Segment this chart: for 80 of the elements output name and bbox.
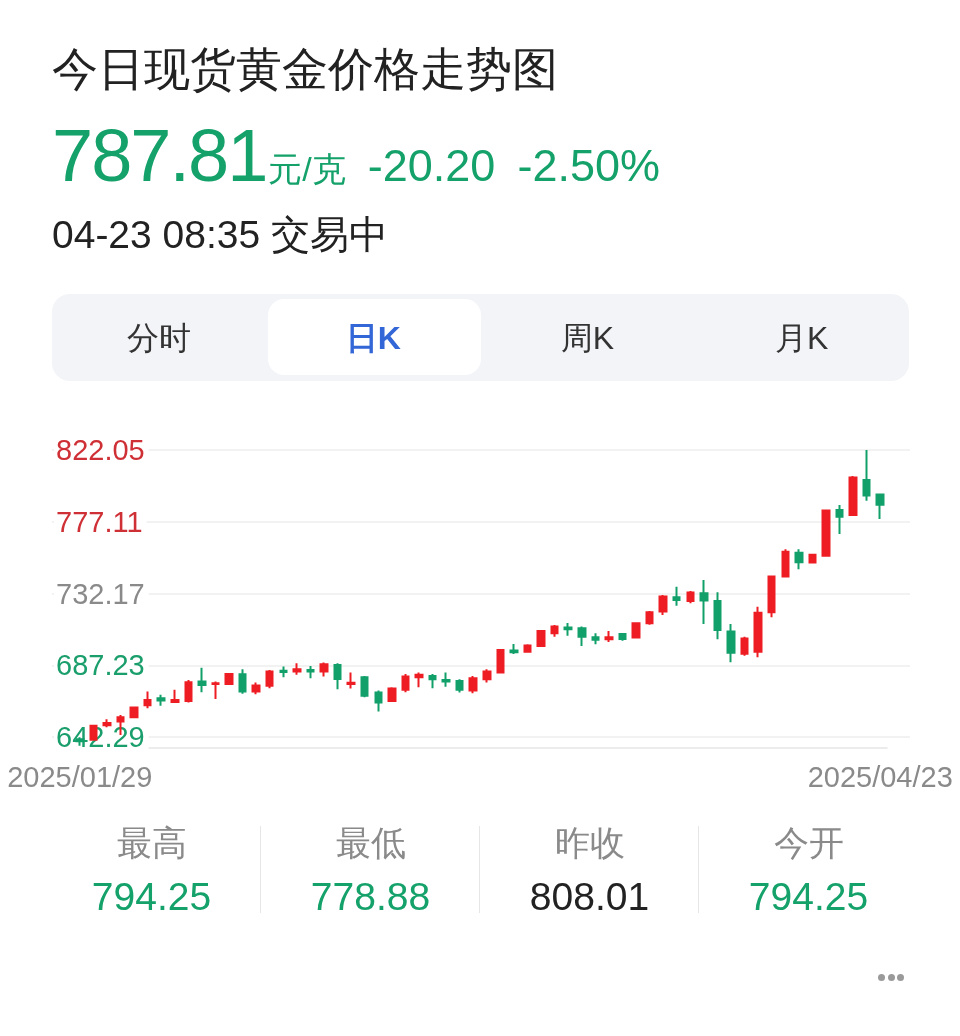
candlestick xyxy=(536,628,546,648)
text: 昨收 xyxy=(553,823,626,862)
candlestick xyxy=(468,674,478,695)
text: 周K xyxy=(559,320,616,356)
candlestick xyxy=(428,672,437,690)
candlestick xyxy=(550,624,559,638)
candlestick xyxy=(414,671,424,689)
text: 日K xyxy=(344,320,402,356)
candlestick xyxy=(686,589,695,605)
candlestick xyxy=(401,672,410,694)
text: 808.01 xyxy=(528,875,651,918)
candlestick xyxy=(767,574,776,619)
candlestick xyxy=(618,632,627,642)
candlestick xyxy=(808,552,817,565)
candlestick xyxy=(577,625,587,647)
chart-title: 今日现货黄金价格走势图 xyxy=(52,43,558,95)
candlestick xyxy=(360,674,369,699)
candlestick xyxy=(387,686,397,703)
candlestick xyxy=(197,666,207,694)
text: 月K xyxy=(774,320,830,356)
candlestick xyxy=(306,664,315,680)
candlestick xyxy=(509,643,519,655)
candlestick xyxy=(862,449,871,502)
candlestick xyxy=(523,643,532,654)
candlestick xyxy=(482,668,492,684)
text: 778.88 xyxy=(309,875,432,918)
candlestick xyxy=(875,493,885,520)
candlestick xyxy=(156,693,166,707)
text: 元/克 xyxy=(268,150,346,188)
candlestick xyxy=(129,705,139,720)
text: 最低 xyxy=(334,823,407,862)
candlestick xyxy=(184,678,193,704)
candlestick xyxy=(292,662,302,676)
candlestick xyxy=(604,629,614,643)
text: -2.50% xyxy=(517,140,660,191)
text: -20.20 xyxy=(367,140,496,191)
candlestick xyxy=(631,621,641,640)
y-tick-label: 777.11 xyxy=(56,505,143,538)
candlestick xyxy=(170,688,180,704)
text: 分时 xyxy=(126,320,192,356)
candlestick xyxy=(346,671,356,690)
candlestick xyxy=(848,474,858,517)
candlestick xyxy=(753,605,763,659)
candlestick xyxy=(563,622,573,637)
candlestick xyxy=(821,508,831,558)
text: 最高 xyxy=(115,823,188,862)
candlestick xyxy=(496,648,505,675)
candlestick xyxy=(726,622,736,664)
candlestick xyxy=(672,585,681,607)
candlestick xyxy=(658,593,668,616)
candlestick xyxy=(441,671,451,688)
text: 787.81 xyxy=(52,114,267,197)
candlestick xyxy=(794,548,804,571)
candlestick xyxy=(143,690,152,710)
y-tick-label: 732.17 xyxy=(56,577,145,610)
candlestick xyxy=(251,681,261,696)
candlestick xyxy=(238,668,247,695)
candlestick xyxy=(835,504,844,535)
candlestick xyxy=(211,680,220,701)
text: 今开 xyxy=(772,823,845,862)
x-tick-label: 2025/01/29 xyxy=(7,760,153,793)
text: 794.25 xyxy=(90,875,213,918)
y-tick-label: 822.05 xyxy=(56,434,145,466)
candlestick xyxy=(265,668,274,690)
candlestick xyxy=(781,548,790,579)
x-tick-label: 2025/04/23 xyxy=(807,760,953,793)
candlestick xyxy=(740,635,749,657)
candlestick xyxy=(333,662,342,691)
candlestick xyxy=(455,678,464,694)
chart-subtitle: 04-23 08:35 交易中 xyxy=(52,213,389,256)
candlestick xyxy=(645,609,654,626)
candlestick xyxy=(699,578,709,625)
candlestick xyxy=(713,591,722,641)
candlestick xyxy=(279,665,288,679)
candlestick xyxy=(591,632,600,646)
candlestick xyxy=(319,661,329,678)
candlestick xyxy=(224,672,234,686)
y-tick-label: 687.23 xyxy=(56,649,145,682)
text: 794.25 xyxy=(747,875,870,918)
candlestick xyxy=(374,689,383,713)
